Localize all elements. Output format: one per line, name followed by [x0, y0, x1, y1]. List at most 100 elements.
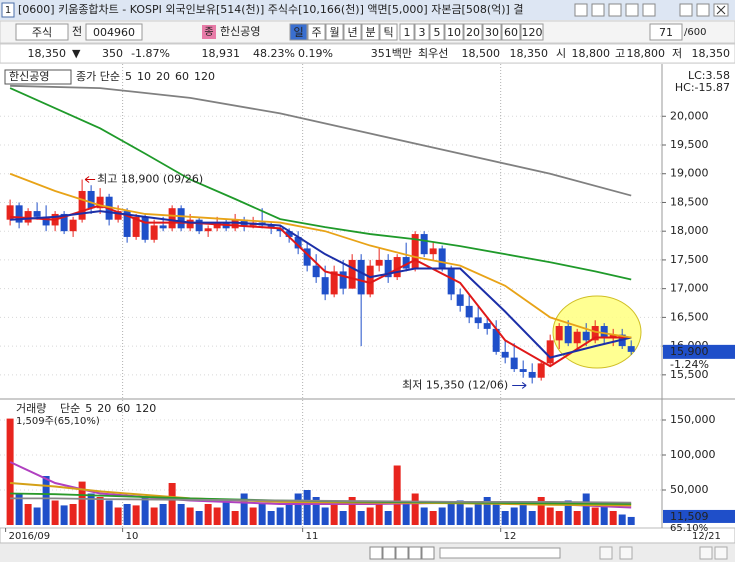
scroll-button[interactable] — [382, 546, 396, 560]
icon[interactable] — [625, 3, 639, 17]
volume-bar — [447, 503, 455, 525]
code-input-label[interactable]: 004960 — [93, 26, 135, 39]
legend-entry: 20 — [156, 70, 170, 83]
x-tick-label: 2016/09 — [9, 531, 51, 542]
interval-button-label[interactable]: 60 — [504, 26, 518, 39]
x-tick-label: 11 — [306, 531, 319, 542]
volume-bar — [42, 475, 50, 525]
minimize[interactable] — [679, 3, 693, 17]
period-button[interactable] — [325, 23, 344, 41]
volume-bar — [537, 496, 545, 525]
candle-body — [402, 257, 410, 269]
candle-body — [78, 190, 86, 220]
scroll-button[interactable] — [369, 546, 383, 560]
candle-body — [375, 259, 383, 266]
title-bar — [0, 0, 735, 20]
info-volume: 18,931 — [202, 47, 241, 60]
interval-button-label[interactable]: 30 — [485, 26, 499, 39]
interval-button[interactable] — [501, 23, 521, 41]
zoom-button[interactable] — [714, 546, 728, 560]
candle-body — [42, 216, 50, 226]
candle-body — [384, 259, 392, 278]
volume-bar — [627, 516, 635, 525]
volume-bar — [393, 465, 401, 525]
volume-bar — [501, 510, 509, 525]
interval-button-label[interactable]: 5 — [434, 26, 441, 39]
volume-bar — [546, 507, 554, 525]
period-button-label[interactable]: 분 — [365, 26, 375, 39]
interval-button[interactable] — [414, 23, 430, 41]
code-input[interactable] — [85, 23, 143, 41]
candle-body — [6, 205, 14, 220]
interval-button[interactable] — [429, 23, 445, 41]
zoom-button[interactable] — [599, 546, 613, 560]
period-button[interactable] — [307, 23, 326, 41]
period-button-label[interactable]: 주 — [311, 26, 321, 39]
icon[interactable] — [591, 3, 605, 17]
candle-body — [366, 265, 374, 295]
candle-body — [276, 228, 284, 232]
y-tick-label: 16,500 — [670, 310, 709, 323]
info-low: 18,350 — [692, 47, 731, 60]
interval-button-label[interactable]: 10 — [447, 26, 461, 39]
candle-body — [519, 369, 527, 372]
interval-button[interactable] — [520, 23, 544, 41]
info-arrow: ▼ — [72, 47, 81, 60]
candle-body — [159, 225, 167, 229]
interval-button[interactable] — [444, 23, 464, 41]
count-input[interactable] — [649, 23, 683, 41]
zoom-button[interactable] — [619, 546, 633, 560]
market-select-label[interactable]: 주식 — [32, 26, 52, 39]
candle-body — [303, 248, 311, 266]
period-button[interactable] — [343, 23, 362, 41]
candle-body — [204, 228, 212, 232]
info-ask: 18,500 — [462, 47, 501, 60]
scroll-button[interactable] — [408, 546, 422, 560]
period-button[interactable] — [379, 23, 398, 41]
y-tick-label: 100,000 — [670, 448, 716, 461]
count-input-label[interactable]: 71 — [659, 26, 673, 39]
legend-prefix: 종가 단순 — [76, 70, 120, 83]
volume-bar — [582, 493, 590, 525]
interval-button-label[interactable]: 120 — [522, 26, 543, 39]
interval-button-label[interactable]: 3 — [419, 26, 426, 39]
period-button[interactable] — [361, 23, 380, 41]
candle-body — [168, 208, 176, 229]
x-tick-label: 10 — [126, 531, 139, 542]
market-select[interactable] — [15, 23, 69, 41]
interval-button-label[interactable]: 1 — [404, 26, 411, 39]
zoom-button[interactable] — [699, 546, 713, 560]
scroll-button[interactable] — [421, 546, 435, 560]
period-button-label[interactable]: 틱 — [383, 26, 393, 39]
maximize[interactable] — [696, 3, 710, 17]
period-button-label[interactable]: 년 — [347, 26, 357, 39]
y-tick-label: 19,000 — [670, 167, 709, 180]
interval-button-label[interactable]: 20 — [466, 26, 480, 39]
scroll-button[interactable] — [395, 546, 409, 560]
window-icons[interactable] — [574, 3, 729, 17]
volume-bar — [609, 510, 617, 525]
y-tick-label: 17,500 — [670, 253, 709, 266]
icon[interactable] — [574, 3, 588, 17]
volume-bar — [159, 503, 167, 525]
volume-bar — [51, 500, 59, 525]
period-button-label[interactable]: 월 — [329, 26, 339, 39]
interval-button[interactable] — [482, 23, 502, 41]
period-button-label[interactable]: 일 — [293, 25, 303, 39]
volume-bar — [303, 489, 311, 525]
icon[interactable] — [642, 3, 656, 17]
volume-bar — [6, 418, 14, 525]
period-button[interactable] — [289, 23, 308, 41]
interval-button[interactable] — [399, 23, 415, 41]
scroll-thumb[interactable] — [439, 547, 561, 559]
last-date: 12/21 — [692, 531, 721, 542]
annotation: 최저 15,350 (12/06) — [402, 378, 508, 391]
volume-bar — [375, 503, 383, 525]
prefix: 전 — [72, 25, 82, 38]
volume-bar — [555, 510, 563, 525]
info-high: 18,800 — [627, 47, 666, 60]
icon[interactable] — [608, 3, 622, 17]
candle-body — [150, 225, 158, 240]
interval-button[interactable] — [463, 23, 483, 41]
info-open-label: 시 — [556, 47, 566, 60]
